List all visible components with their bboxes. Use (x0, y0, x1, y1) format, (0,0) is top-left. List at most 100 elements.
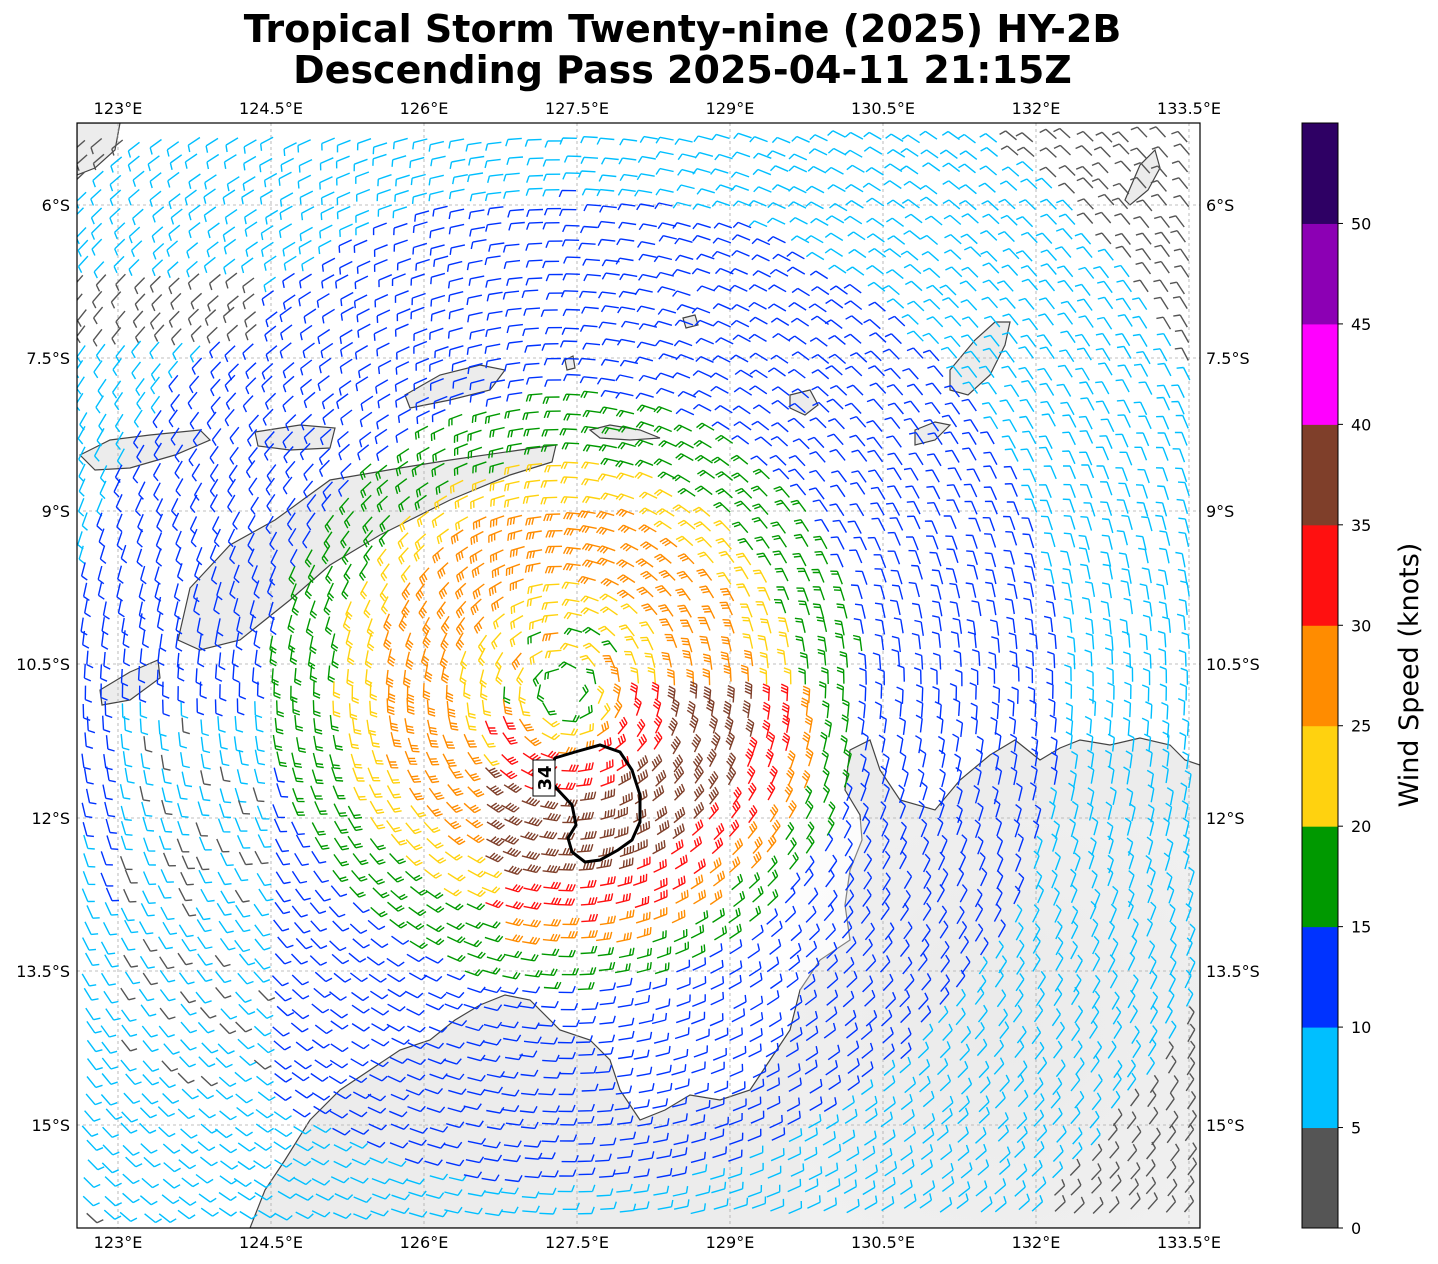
wind-barb (276, 700, 285, 718)
wind-barb (740, 664, 750, 682)
wind-barb (673, 340, 693, 347)
wind-barb (762, 719, 771, 739)
wind-barb (1050, 736, 1058, 755)
wind-barb (143, 837, 156, 852)
wind-barb (983, 486, 998, 501)
wind-barb (246, 429, 258, 447)
wind-barb (463, 681, 471, 700)
wind-barb (751, 254, 770, 262)
wind-barb (598, 961, 616, 972)
wind-barb (406, 953, 425, 963)
wind-barb (262, 408, 274, 426)
wind-barb (1181, 632, 1190, 649)
wind-barb (614, 963, 631, 974)
wind-barb (120, 907, 135, 922)
wind-barb (786, 1097, 801, 1112)
wind-barb (209, 445, 219, 464)
wind-barb (413, 377, 428, 391)
wind-barb (1025, 649, 1035, 667)
wind-barb (467, 446, 483, 459)
wind-barb (969, 682, 977, 700)
wind-barb (922, 853, 931, 873)
wind-barb (95, 274, 107, 292)
wind-barb (1155, 514, 1167, 530)
wind-barb (825, 299, 844, 309)
wind-barb (1055, 1021, 1065, 1040)
wind-barb (329, 754, 341, 770)
wind-barb (787, 1011, 800, 1027)
wind-barb (366, 719, 377, 736)
wind-barb (467, 986, 486, 994)
colorbar-tick-label: 15 (1351, 918, 1371, 937)
wind-barb (562, 308, 581, 317)
wind-barb (1024, 498, 1038, 513)
wind-barb (814, 550, 829, 565)
wind-barb (540, 800, 559, 810)
wind-barb (874, 602, 886, 619)
wind-barb (922, 902, 932, 921)
wind-barb (957, 1107, 969, 1125)
wind-barb (694, 1082, 709, 1095)
wind-barb (295, 1193, 314, 1201)
wind-barb (504, 480, 520, 492)
wind-barb (633, 1135, 650, 1146)
wind-barb (541, 732, 561, 741)
wind-barb (729, 1027, 743, 1042)
wind-barb (111, 139, 124, 156)
wind-barb (330, 1020, 349, 1030)
wind-barb (387, 1075, 406, 1083)
wind-barb (362, 529, 374, 548)
wind-barb (376, 548, 387, 567)
wind-barb (583, 273, 601, 282)
wind-barb (560, 476, 578, 484)
wind-barb (440, 615, 450, 635)
wind-barb (105, 887, 120, 902)
wind-barb (274, 838, 289, 853)
wind-barb (597, 473, 617, 481)
wind-barb (158, 720, 167, 737)
wind-barb (752, 404, 771, 414)
wind-barb (170, 292, 182, 310)
wind-barb (982, 347, 999, 360)
wind-barb (542, 702, 557, 716)
wind-barb (525, 393, 543, 402)
wind-barb (805, 185, 825, 194)
wind-barb (1172, 448, 1186, 463)
wind-barb (1157, 630, 1167, 648)
wind-barb (822, 1131, 836, 1146)
wind-barb (467, 1088, 486, 1096)
wind-barb (120, 937, 136, 951)
wind-barb (836, 683, 844, 701)
wind-barb (352, 718, 362, 735)
wind-barb (808, 1113, 822, 1129)
wind-barb (749, 1162, 764, 1176)
wind-barb (84, 1110, 101, 1122)
wind-barb (750, 1078, 765, 1093)
wind-barb (1097, 280, 1113, 294)
wind-barb (1169, 281, 1185, 295)
wind-barb (1074, 852, 1081, 872)
wind-barb (120, 1059, 137, 1072)
wind-barb (407, 769, 422, 783)
colorbar-title: Wind Speed (knots) (1394, 543, 1425, 808)
wind-barb (1128, 1178, 1140, 1196)
wind-barb (245, 241, 258, 257)
wind-barb (945, 266, 963, 278)
wind-barb (726, 684, 735, 703)
wind-barb (715, 488, 733, 499)
wind-barb (454, 495, 469, 509)
wind-barb (1109, 1161, 1120, 1179)
wind-barb (141, 1177, 160, 1189)
wind-barb (532, 669, 544, 687)
wind-barb (1180, 580, 1190, 597)
wind-barb (728, 974, 742, 990)
wind-barb (139, 648, 147, 667)
wind-barb (731, 151, 751, 158)
wind-barb (862, 1180, 876, 1196)
wind-barb (352, 853, 369, 866)
wind-barb (350, 1127, 370, 1135)
wind-barb (672, 823, 685, 840)
wind-barb (374, 293, 389, 308)
wind-barb (771, 399, 790, 410)
wind-barb (442, 753, 457, 767)
